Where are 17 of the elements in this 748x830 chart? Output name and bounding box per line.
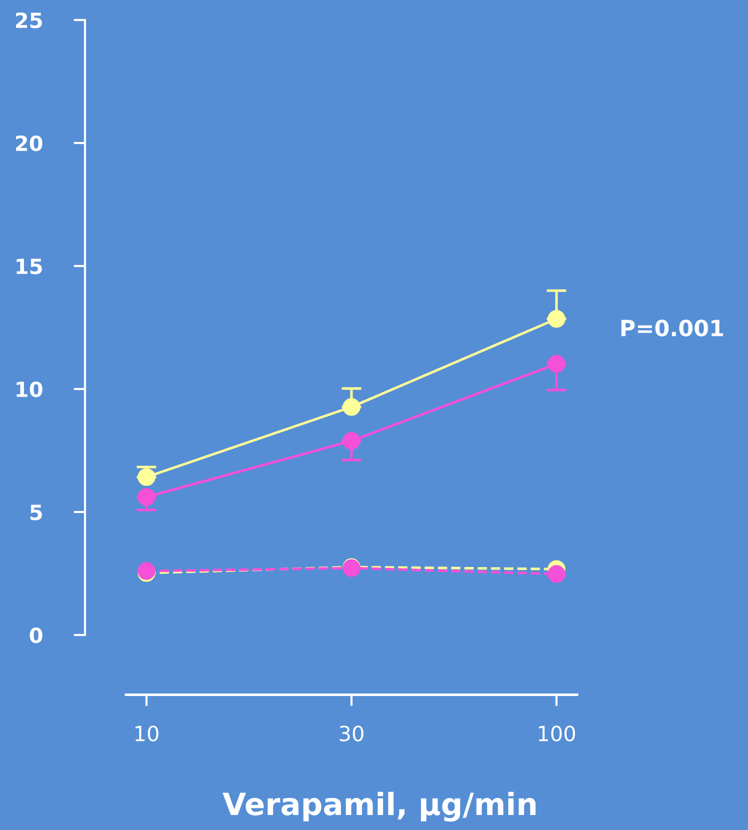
y-tick-label: 0 [30,627,42,644]
x-tick-label: 10 [136,726,158,742]
point [548,355,566,373]
x-tick-label: 30 [340,726,364,742]
annotation: P=0.001 [621,320,724,336]
point [548,310,566,328]
point [548,565,566,583]
y-tick-label: 15 [16,258,42,274]
point [342,432,360,450]
point [138,488,156,506]
y-tick-label: 10 [16,381,42,398]
point [342,398,360,416]
y-tick-label: 25 [16,12,42,28]
y-tick-label: 20 [16,135,42,152]
y-tick-label: 5 [30,504,42,520]
x-tick-label: 100 [538,726,575,742]
x-axis-title: Verapamil, µg/min [222,792,536,822]
